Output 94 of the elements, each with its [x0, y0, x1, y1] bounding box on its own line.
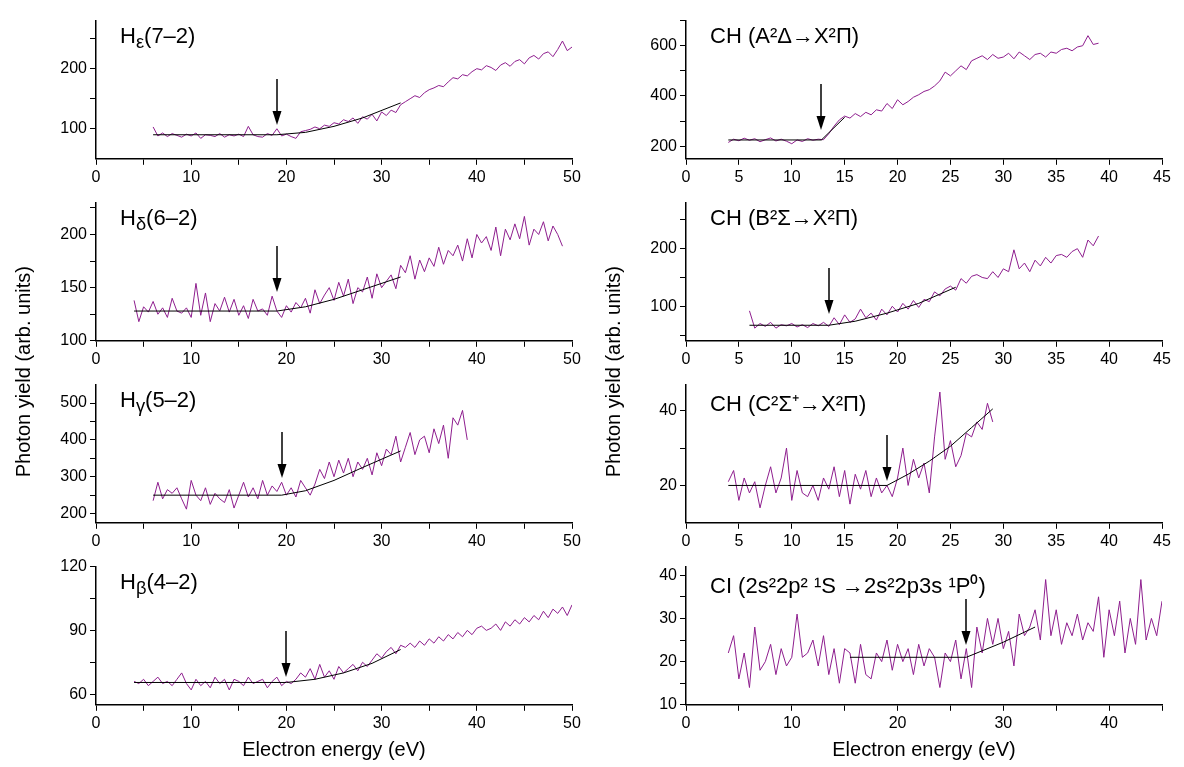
- x-tick-label: 25: [941, 167, 960, 185]
- y-tick-label: 150: [60, 278, 88, 296]
- y-tick-label: 30: [659, 608, 678, 626]
- x-tick-label: 30: [372, 531, 391, 549]
- x-tick-label: 10: [782, 713, 801, 731]
- y-tick-label: 200: [60, 224, 88, 242]
- x-tick-label: 0: [91, 531, 101, 549]
- y-tick-label: 100: [60, 119, 88, 137]
- x-tick-label: 20: [277, 167, 296, 185]
- x-tick-label: 30: [994, 531, 1013, 549]
- x-tick-label: 50: [563, 713, 581, 731]
- y-tick-label: 20: [659, 475, 678, 493]
- y-axis-title: Photon yield (arb. units): [11, 266, 35, 478]
- x-tick-label: 15: [835, 349, 854, 367]
- x-tick-label: 30: [372, 167, 391, 185]
- x-tick-label: 15: [835, 167, 854, 185]
- x-tick-label: 0: [91, 713, 101, 731]
- x-axis-title: Electron energy (eV): [831, 738, 1017, 761]
- x-tick-label: 15: [835, 531, 854, 549]
- x-tick-label: 50: [563, 531, 581, 549]
- x-tick-label: 0: [681, 167, 691, 185]
- y-tick-label: 40: [659, 401, 678, 419]
- x-tick-label: 0: [681, 531, 691, 549]
- x-tick-label: 40: [1100, 167, 1119, 185]
- x-tick-label: 40: [467, 349, 486, 367]
- x-tick-label: 0: [681, 349, 691, 367]
- x-tick-label: 20: [888, 167, 907, 185]
- x-tick-label: 5: [734, 531, 744, 549]
- x-tick-label: 50: [563, 167, 581, 185]
- x-tick-label: 35: [1047, 349, 1066, 367]
- x-tick-label: 10: [182, 167, 201, 185]
- x-tick-label: 45: [1153, 531, 1171, 549]
- x-tick-label: 40: [467, 531, 486, 549]
- y-tick-label: 300: [60, 467, 88, 485]
- x-tick-label: 40: [467, 713, 486, 731]
- chart-title: CI (2s²2p² ¹S →2s²2p3s ¹P⁰): [710, 571, 986, 599]
- y-tick-label: 10: [659, 695, 678, 713]
- x-tick-label: 10: [782, 531, 801, 549]
- x-tick-label: 10: [782, 349, 801, 367]
- y-tick-label: 100: [60, 331, 88, 349]
- y-tick-label: 60: [69, 684, 88, 702]
- y-tick-label: 20: [659, 652, 678, 670]
- x-tick-label: 40: [1100, 531, 1119, 549]
- x-tick-label: 20: [888, 531, 907, 549]
- x-tick-label: 30: [994, 167, 1013, 185]
- y-tick-label: 400: [60, 430, 88, 448]
- x-tick-label: 45: [1153, 167, 1171, 185]
- x-tick-label: 0: [91, 349, 101, 367]
- chart-title: H$_{ε}$(7–2): [120, 22, 196, 53]
- x-tick-label: 10: [182, 713, 201, 731]
- x-tick-label: 10: [182, 349, 201, 367]
- y-tick-label: 200: [650, 136, 678, 154]
- x-tick-label: 5: [734, 167, 744, 185]
- x-tick-label: 40: [467, 167, 486, 185]
- chart-title: CH (C²Σ⁺→X²Π): [710, 389, 867, 417]
- y-tick-label: 400: [650, 86, 678, 104]
- x-tick-label: 45: [1153, 349, 1171, 367]
- x-tick-label: 40: [1100, 713, 1119, 731]
- x-tick-label: 25: [941, 349, 960, 367]
- x-tick-label: 5: [734, 349, 744, 367]
- chart-title: H$_{δ}$(6–2): [120, 204, 198, 235]
- x-tick-label: 30: [994, 349, 1013, 367]
- x-tick-label: 30: [372, 713, 391, 731]
- x-tick-label: 20: [888, 713, 907, 731]
- chart-title: H$_{γ}$(5–2): [120, 386, 197, 417]
- x-tick-label: 20: [277, 531, 296, 549]
- x-tick-label: 0: [91, 167, 101, 185]
- x-tick-label: 20: [888, 349, 907, 367]
- x-tick-label: 50: [563, 349, 581, 367]
- chart-title: CH (A²Δ→X²Π): [710, 22, 860, 49]
- x-tick-label: 10: [182, 531, 201, 549]
- y-axis-title: Photon yield (arb. units): [601, 266, 625, 478]
- chart-title: H$_{β}$(4–2): [120, 568, 198, 599]
- y-tick-label: 200: [60, 59, 88, 77]
- x-tick-label: 35: [1047, 531, 1066, 549]
- y-tick-label: 40: [659, 565, 678, 583]
- x-tick-label: 10: [782, 167, 801, 185]
- x-tick-label: 35: [1047, 167, 1066, 185]
- x-tick-label: 30: [372, 349, 391, 367]
- x-tick-label: 20: [277, 349, 296, 367]
- chart-title: CH (B²Σ→X²Π): [710, 204, 859, 231]
- y-tick-label: 500: [60, 393, 88, 411]
- y-tick-label: 120: [60, 557, 88, 575]
- y-tick-label: 100: [650, 296, 678, 314]
- x-tick-label: 40: [1100, 349, 1119, 367]
- y-tick-label: 200: [60, 503, 88, 521]
- y-tick-label: 90: [69, 620, 88, 638]
- x-tick-label: 20: [277, 713, 296, 731]
- x-tick-label: 25: [941, 531, 960, 549]
- x-tick-label: 0: [681, 713, 691, 731]
- x-axis-title: Electron energy (eV): [241, 738, 427, 761]
- y-tick-label: 600: [650, 36, 678, 54]
- x-tick-label: 30: [994, 713, 1013, 731]
- y-tick-label: 200: [650, 239, 678, 257]
